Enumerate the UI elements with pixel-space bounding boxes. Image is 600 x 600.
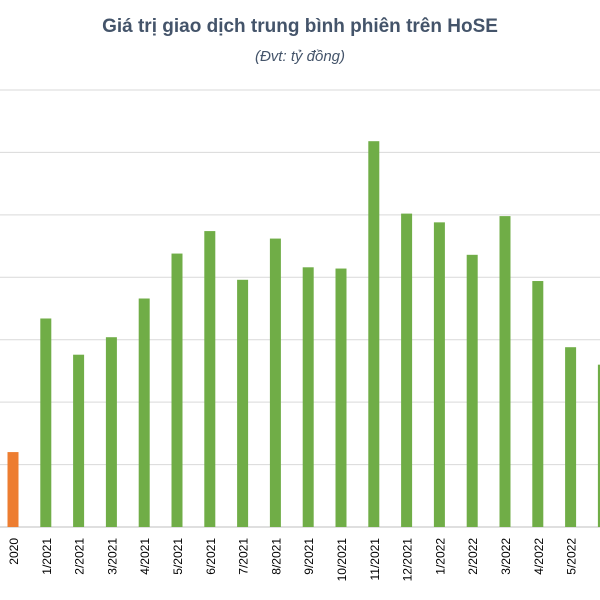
x-tick-label: 2/2022 [466,538,480,575]
x-tick-label: 9/2021 [302,538,316,575]
x-tick-label: 3/2022 [499,538,513,575]
bar-8-2021 [269,238,281,527]
bar-7-2021 [237,279,249,527]
x-tick-label: 12/2021 [401,538,415,582]
x-tick-label: 6/2022 [597,538,600,575]
bar-1-2022 [433,222,445,527]
bar-6-2021 [204,231,216,528]
bar-1-2021 [40,318,52,527]
x-tick-label: 4/2022 [532,538,546,575]
x-tick-label: 5/2022 [565,538,579,575]
x-tick-label: 2/2021 [73,538,87,575]
x-tick-label: 3/2021 [105,538,119,575]
x-tick-label: 1/2022 [433,538,447,575]
bar-11-2021 [368,141,380,528]
bar-10-2021 [335,268,347,527]
bar-9-2021 [302,267,314,527]
bar-2-2022 [466,254,478,527]
bar-5-2022 [565,347,577,527]
x-tick-label: 2020 [7,538,21,565]
bar-3-2021 [105,337,117,527]
chart-title: Giá trị giao dịch trung bình phiên trên … [102,16,498,37]
x-tick-label: 10/2021 [335,538,349,582]
chart-subtitle: (Đvt: tỷ đồng) [254,48,346,65]
x-tick-label: 6/2021 [204,538,218,575]
x-tick-label: 4/2021 [138,538,152,575]
bar-12-2021 [401,213,413,527]
bar-2020 [7,452,19,527]
bar-6-2022 [597,364,600,527]
x-tick-label: 8/2021 [269,538,283,575]
x-tick-label: 5/2021 [171,538,185,575]
bar-5-2021 [171,253,183,527]
bar-3-2022 [499,216,511,527]
x-tick-label: 1/2021 [40,538,54,575]
bar-2-2021 [73,354,85,527]
bar-4-2021 [138,298,150,527]
bar-4-2022 [532,281,544,527]
x-tick-label: 7/2021 [237,538,251,575]
x-tick-label: 11/2021 [368,538,382,581]
